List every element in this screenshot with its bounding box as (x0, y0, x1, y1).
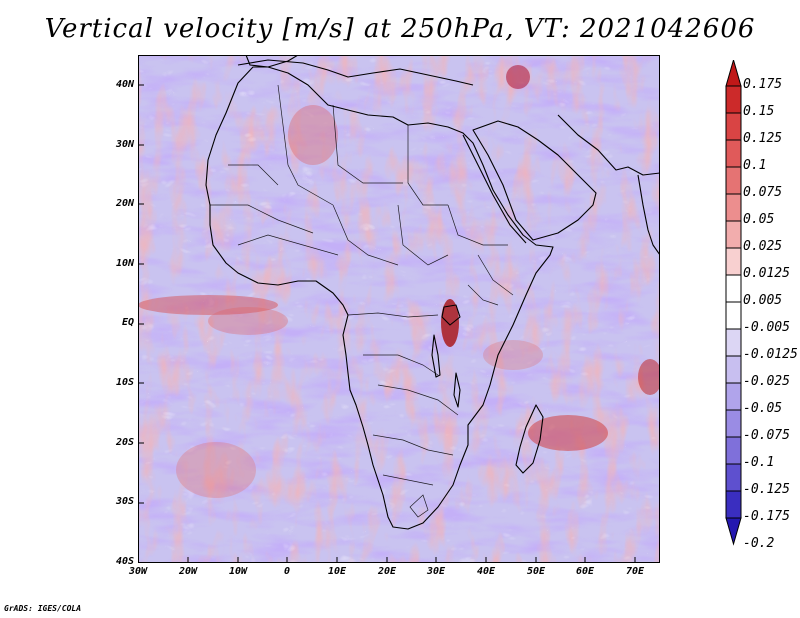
lake-tanganyika (431, 334, 441, 378)
madagascar (515, 404, 544, 474)
red-sea-west (462, 134, 527, 244)
colorbar-swatch (725, 193, 742, 222)
updraft-patch-indian-ocean (483, 340, 543, 370)
updraft-core-lake-victoria (441, 299, 459, 347)
colorbar-swatch (725, 436, 742, 465)
colorbar-swatch (725, 139, 742, 168)
persian-gulf (557, 114, 660, 176)
lat-label-10n: 10N (115, 258, 134, 269)
credit-text: GrADS: IGES/COLA (4, 604, 82, 613)
colorbar-swatch (725, 85, 742, 114)
lon-label-0: 0 (283, 566, 291, 577)
lon-label-50e: 50E (526, 566, 546, 577)
map-frame (138, 55, 660, 563)
colorbar-label: 0.025 (743, 239, 783, 254)
lon-label-40e: 40E (476, 566, 496, 577)
colorbar-swatch (725, 463, 742, 492)
colorbar-swatch (725, 166, 742, 195)
lake-malawi (453, 372, 461, 408)
colorbar-label: -0.125 (743, 482, 790, 497)
lon-label-20e: 20E (377, 566, 397, 577)
colorbar-swatch (725, 301, 742, 330)
colorbar-label: 0.1 (743, 158, 767, 173)
updraft-patch-atlantic-2 (208, 307, 288, 335)
colorbar-label: 0.005 (743, 293, 783, 308)
colorbar-swatch (725, 409, 742, 438)
lon-label-60e: 60E (575, 566, 595, 577)
updraft-patch-south-atlantic (176, 442, 256, 498)
colorbar-swatch (725, 112, 742, 141)
africa-coastline (205, 66, 554, 530)
colorbar-label: 0.125 (743, 131, 783, 146)
lon-label-30e: 30E (426, 566, 446, 577)
colorbar-swatch (725, 490, 742, 519)
colorbar-swatch (725, 382, 742, 411)
country-borders (210, 84, 514, 518)
colorbar-label: -0.2 (743, 536, 775, 551)
arabian-peninsula (472, 120, 597, 241)
colorbar-label: -0.0125 (743, 347, 798, 362)
map-svg (138, 55, 660, 563)
lon-label-10e: 10E (327, 566, 347, 577)
lat-label-eq: EQ (121, 317, 134, 328)
colorbar (725, 60, 742, 546)
updraft-band-atlantic (138, 295, 278, 315)
colorbar-label: 0.075 (743, 185, 783, 200)
updraft-patch-madagascar (528, 415, 608, 451)
colorbar-swatch (725, 220, 742, 249)
colorbar-swatch (725, 328, 742, 357)
map-panel (138, 55, 660, 563)
lon-label-30w: 30W (128, 566, 148, 577)
lon-label-10w: 10W (228, 566, 248, 577)
colorbar-label: -0.1 (743, 455, 775, 470)
lon-label-70e: 70E (625, 566, 645, 577)
colorbar-swatch (725, 247, 742, 276)
colorbar-label: -0.175 (743, 509, 790, 524)
lat-label-10s: 10S (115, 377, 134, 388)
colorbar-swatch (725, 274, 742, 303)
lon-label-20w: 20W (178, 566, 198, 577)
lat-label-20n: 20N (115, 198, 134, 209)
india-coast (637, 174, 660, 256)
iberia (245, 55, 299, 68)
updraft-patch-east (638, 359, 660, 395)
colorbar-label: 0.0125 (743, 266, 790, 281)
colorbar-top-arrow (725, 60, 742, 87)
lat-label-30s: 30S (115, 496, 134, 507)
colorbar-label: 0.05 (743, 212, 775, 227)
colorbar-label: -0.075 (743, 428, 790, 443)
coastlines (205, 55, 660, 530)
updraft-patch-northeast (506, 65, 530, 89)
lat-label-40s: 40S (115, 556, 134, 567)
updraft-patch-north-africa (288, 105, 338, 165)
chart-title: Vertical velocity [m/s] at 250hPa, VT: 2… (44, 14, 756, 44)
colorbar-label: 0.15 (743, 104, 775, 119)
colorbar-label: 0.175 (743, 77, 783, 92)
colorbar-bottom-arrow (725, 517, 742, 546)
lake-victoria (441, 304, 461, 326)
lat-label-40n: 40N (115, 79, 134, 90)
colorbar-label: -0.025 (743, 374, 790, 389)
colorbar-swatch (725, 355, 742, 384)
colorbar-label: -0.005 (743, 320, 790, 335)
lat-label-30n: 30N (115, 139, 134, 150)
lat-label-20s: 20S (115, 437, 134, 448)
colorbar-label: -0.05 (743, 401, 783, 416)
